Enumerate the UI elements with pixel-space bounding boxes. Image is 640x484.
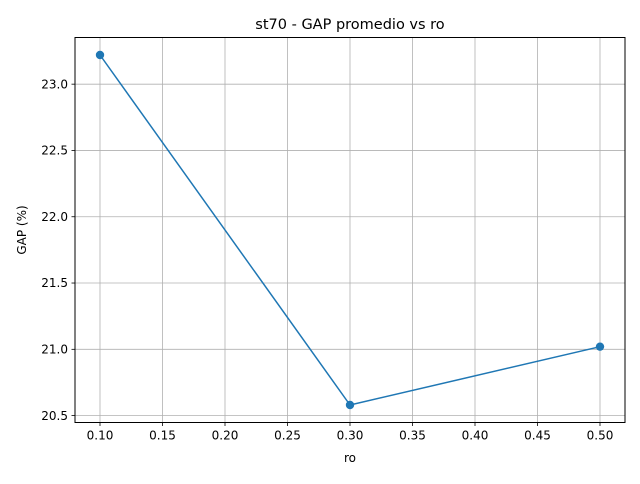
x-axis-label: ro — [344, 451, 356, 465]
data-point — [595, 342, 605, 351]
x-tick-label: 0.35 — [399, 429, 426, 443]
x-tick-label: 0.50 — [587, 429, 614, 443]
y-axis-label: GAP (%) — [15, 205, 29, 254]
series-layer — [95, 50, 605, 410]
data-point — [95, 50, 105, 60]
data-point — [345, 400, 355, 410]
x-tick-label: 0.30 — [337, 429, 364, 443]
y-tick-label: 22.5 — [41, 144, 68, 158]
y-axis: 20.5 21.0 21.5 22.0 22.5 23.0 — [41, 77, 75, 423]
x-axis: 0.10 0.15 0.20 0.25 0.30 0.35 0.40 0.45 0.50 — [87, 422, 614, 443]
y-tick-label: 22.0 — [41, 210, 68, 224]
y-tick-label: 21.5 — [41, 276, 68, 290]
grid-lines — [75, 37, 625, 423]
y-tick-label: 21.0 — [41, 343, 68, 357]
y-tick-label: 23.0 — [41, 77, 68, 91]
x-tick-label: 0.10 — [87, 429, 114, 443]
x-tick-label: 0.45 — [524, 429, 551, 443]
y-tick-label: 20.5 — [41, 409, 68, 423]
x-tick-label: 0.25 — [274, 429, 301, 443]
x-tick-label: 0.40 — [462, 429, 489, 443]
chart-title: st70 - GAP promedio vs ro — [255, 17, 445, 33]
x-tick-label: 0.20 — [212, 429, 239, 443]
x-tick-label: 0.15 — [149, 429, 176, 443]
